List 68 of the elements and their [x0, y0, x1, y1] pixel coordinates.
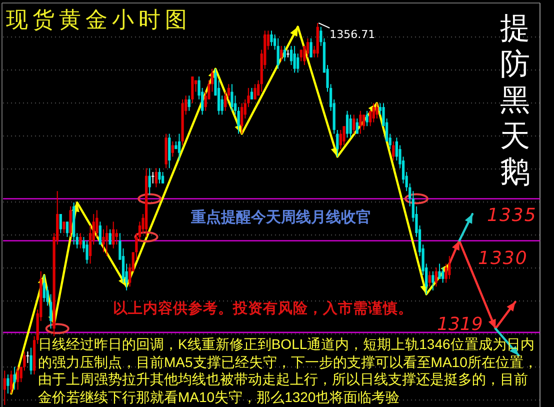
candlestick: [102, 228, 105, 253]
candlestick: [105, 224, 108, 257]
candlestick: [300, 49, 302, 62]
candlestick: [13, 366, 16, 390]
candlestick: [441, 266, 444, 284]
candlestick: [161, 171, 164, 184]
candlestick: [98, 221, 102, 246]
candlestick: [6, 374, 10, 394]
candlestick: [270, 30, 273, 46]
candlestick: [59, 214, 62, 234]
candlestick: [376, 102, 378, 119]
candlestick: [428, 270, 431, 288]
candlestick: [66, 221, 69, 238]
annotation: 以上内容供参考。投资有风险，入市需谨慎。: [113, 299, 413, 317]
candlestick: [280, 45, 283, 62]
candlestick: [306, 38, 310, 58]
candlestick: [112, 221, 115, 249]
annotation: 1335: [487, 205, 537, 226]
candlestick: [79, 232, 82, 249]
candlestick: [310, 38, 312, 58]
candlestick: [283, 45, 286, 62]
candlestick: [26, 351, 30, 364]
candlestick: [286, 49, 290, 58]
candlestick: [168, 133, 171, 169]
candlestick: [250, 87, 254, 100]
candlestick: [432, 270, 434, 291]
candlestick: [336, 129, 339, 158]
candlestick: [296, 53, 300, 74]
candlestick: [86, 240, 88, 264]
candlestick: [148, 168, 151, 196]
candlestick: [115, 228, 118, 246]
candlestick: [3, 370, 6, 406]
candlestick: [42, 274, 46, 302]
candlestick: [171, 140, 174, 158]
annotation: 重点提醒今天周线月线收官: [190, 208, 371, 226]
candlestick: [240, 102, 244, 134]
candlestick: [158, 168, 161, 184]
candlestick: [349, 114, 352, 138]
candlestick: [342, 126, 346, 146]
candlestick: [352, 114, 356, 134]
candlestick: [152, 171, 154, 184]
candlestick: [108, 228, 112, 246]
candlestick: [366, 110, 368, 127]
candlestick: [188, 95, 190, 112]
annotation: 1356.71: [330, 28, 376, 41]
candlestick: [372, 102, 375, 123]
candlestick: [254, 84, 256, 100]
candlestick: [154, 168, 158, 188]
candlestick: [276, 38, 280, 70]
candlestick: [339, 129, 342, 150]
candlestick: [30, 347, 32, 375]
candlestick: [359, 110, 362, 134]
candlestick: [10, 370, 13, 394]
candlestick: [392, 140, 395, 162]
chart-title: 现货黄金小时图: [6, 8, 192, 33]
candlestick: [438, 263, 441, 280]
candlestick: [16, 366, 20, 390]
candlestick: [362, 114, 366, 130]
candlestick: [191, 76, 194, 104]
text: 提防黑天鹅: [500, 10, 530, 190]
candlestick: [178, 133, 181, 162]
candlestick: [293, 45, 296, 74]
candlestick: [230, 84, 234, 112]
candlestick: [69, 206, 72, 238]
candlestick: [62, 221, 66, 234]
candlestick: [434, 266, 438, 288]
candlestick: [356, 118, 358, 134]
candlestick: [346, 110, 349, 138]
